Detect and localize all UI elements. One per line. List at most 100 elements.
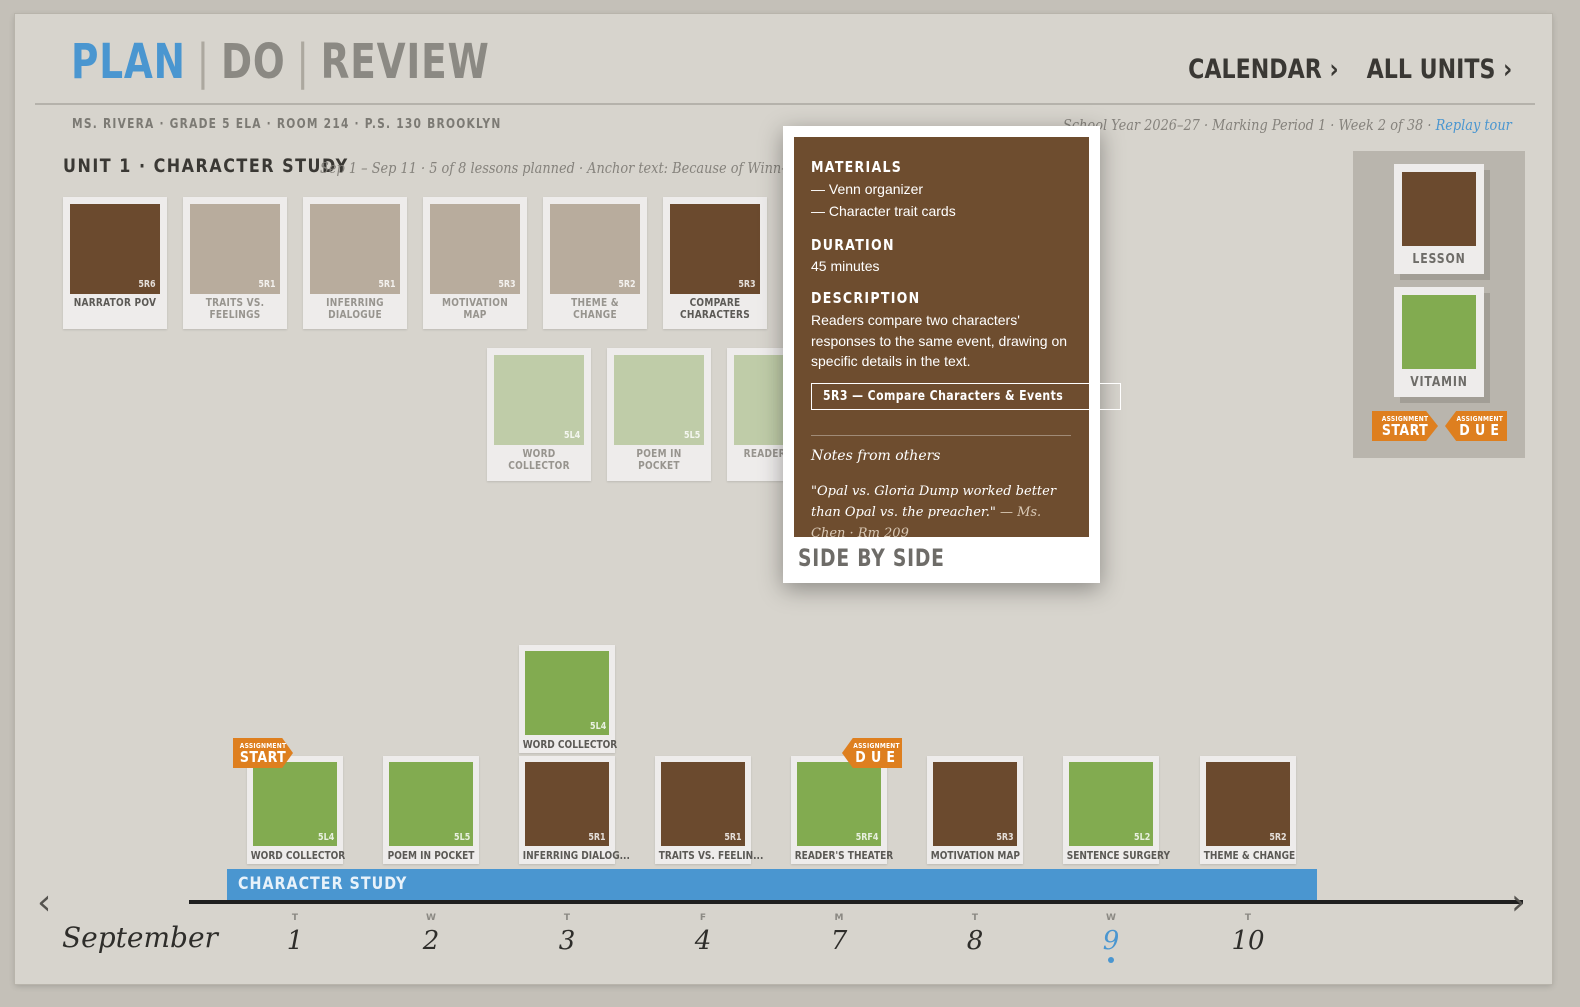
day-of-week: T (563, 913, 571, 923)
lesson-swatch: 5R2 (1206, 762, 1290, 846)
vitamin-swatch: 5L5 (389, 762, 473, 846)
replay-tour-link[interactable]: Replay tour (1435, 116, 1512, 134)
nav-separator: | (196, 34, 211, 90)
tag-text: D U E (1459, 421, 1500, 439)
description-heading: DESCRIPTION (811, 289, 921, 307)
lesson-swatch: 5R3 (430, 204, 520, 294)
card-label: WORD COLLECTOR (250, 849, 346, 862)
standard-code: 5L2 (1133, 832, 1150, 843)
assignment-due-tag[interactable]: ASSIGNMENT D U E (842, 738, 902, 768)
popover-body: MATERIALS — Venn organizer — Character t… (794, 137, 1121, 541)
all-units-link[interactable]: ALL UNITS › (1366, 54, 1512, 85)
day-of-week: M (834, 913, 844, 923)
lesson-swatch: 5R1 (525, 762, 609, 846)
day-of-week: T (971, 913, 979, 923)
shelf-lesson-card[interactable]: 5R1 TRAITS VS. FEELINGS (183, 197, 287, 329)
shelf-lesson-card[interactable]: 5R1 INFERRING DIALOGUE (303, 197, 407, 329)
card-label: THEME & CHANGE (571, 296, 619, 321)
legend-start-tag[interactable]: ASSIGNMENT START (1372, 411, 1438, 441)
card-label: WORD COLLECTOR (522, 738, 618, 751)
legend-due-tag[interactable]: ASSIGNMENT D U E (1445, 411, 1507, 441)
header-divider (35, 103, 1535, 105)
day-number[interactable]: 7 (830, 926, 848, 956)
vitamin-swatch: 5L4 (253, 762, 337, 846)
shelf-vitamin-card[interactable]: 5L5 POEM IN POCKET (607, 348, 711, 481)
card-label: MOTIVATION MAP (930, 849, 1020, 862)
standard-code: 5L5 (683, 430, 700, 441)
prev-week-arrow-icon[interactable]: ‹ (37, 882, 52, 923)
shelf-lesson-card[interactable]: 5R3 MOTIVATION MAP (423, 197, 527, 329)
shelf-lesson-card[interactable]: 5R2 THEME & CHANGE (543, 197, 647, 329)
nav-do-tab[interactable]: DO (220, 34, 286, 90)
lesson-swatch: 5R3 (933, 762, 1017, 846)
day-of-week: F (699, 913, 707, 923)
shelf-lesson-card[interactable]: 5R6 NARRATOR POV (63, 197, 167, 329)
teacher-info: MS. RIVERA · GRADE 5 ELA · ROOM 214 · P.… (72, 117, 502, 132)
vitamin-swatch: 5L5 (614, 355, 704, 445)
timeline-card[interactable]: 5L4 WORD COLLECTOR (519, 645, 618, 753)
tag-caption: ASSIGNMENT (853, 742, 900, 750)
timeline-card[interactable]: 5L4 WORD COLLECTOR (247, 756, 346, 864)
timeline-axis (189, 900, 1523, 904)
tag-text: D U E (855, 748, 896, 766)
standard-code: 5RF4 (855, 832, 878, 843)
day-number[interactable]: 3 (558, 926, 576, 956)
standard-code: 5R3 (738, 279, 756, 290)
lesson-swatch: 5R1 (190, 204, 280, 294)
lesson-swatch: 5R3 (670, 204, 760, 294)
vitamin-swatch: 5RF4 (797, 762, 881, 846)
day-number[interactable]: 4 (694, 926, 712, 956)
standard-chip-label: 5R3 — Compare Characters & Events (823, 389, 1064, 404)
lesson-swatch: 5R6 (70, 204, 160, 294)
unit-timeline-bar[interactable]: CHARACTER STUDY (227, 869, 1317, 900)
shelf-lesson-card-selected[interactable]: 5R3 COMPARE CHARACTERS (663, 197, 767, 329)
standard-code: 5R2 (618, 279, 636, 290)
standard-chip[interactable]: 5R3 — Compare Characters & Events (811, 383, 1121, 410)
timeline-card[interactable]: 5RF4 READER'S THEATER (791, 756, 893, 864)
day-number[interactable]: 8 (966, 926, 984, 956)
standard-code: 5L4 (317, 832, 334, 843)
card-label: THEME & CHANGE (1203, 849, 1296, 862)
timeline-card[interactable]: 5R1 TRAITS VS. FEELIN... (655, 756, 763, 864)
standard-code: 5R1 (378, 279, 396, 290)
legend-lesson-card[interactable]: LESSON (1394, 164, 1484, 274)
app-frame: PLAN | DO | REVIEW CALENDAR › ALL UNITS › MS.… (15, 14, 1552, 984)
materials-heading: MATERIALS (811, 158, 903, 176)
timeline-card[interactable]: 5L5 POEM IN POCKET (383, 756, 479, 864)
day-number[interactable]: 2 (422, 926, 440, 956)
day-number-today[interactable]: 9 (1102, 926, 1120, 956)
material-item: — Character trait cards (811, 203, 956, 219)
nav-plan-tab[interactable]: PLAN (71, 34, 186, 90)
vitamin-swatch: 5L4 (494, 355, 584, 445)
description-text: Readers compare two characters' response… (811, 312, 1068, 369)
standard-code: 5R2 (1269, 832, 1287, 843)
card-label: POEM IN POCKET (636, 447, 682, 472)
nav-review-tab[interactable]: REVIEW (320, 34, 490, 90)
shelf-vitamin-card[interactable]: 5L4 WORD COLLECTOR (487, 348, 591, 481)
next-week-arrow-icon[interactable]: › (1511, 882, 1526, 923)
vitamin-swatch (1402, 295, 1476, 369)
legend-vitamin-card[interactable]: VITAMIN (1394, 287, 1484, 397)
vitamin-swatch: 5L2 (1069, 762, 1153, 846)
tag-caption: ASSIGNMENT (1381, 415, 1429, 423)
tag-caption: ASSIGNMENT (1456, 415, 1504, 423)
nav-separator: | (296, 34, 310, 90)
lesson-detail-popover: MATERIALS — Venn organizer — Character t… (783, 126, 1121, 583)
timeline-card[interactable]: 5L2 SENTENCE SURGERY (1063, 756, 1170, 864)
day-number[interactable]: 1 (286, 926, 304, 956)
note-author: — Ms. Chen · Rm 209 (811, 505, 1042, 541)
calendar-link[interactable]: CALENDAR › (1187, 54, 1339, 85)
popover-lesson-title: SIDE BY SIDE (798, 544, 945, 572)
timeline-card[interactable]: 5R3 MOTIVATION MAP (927, 756, 1023, 864)
standard-code: 5R1 (588, 832, 606, 843)
timeline-card[interactable]: 5R1 INFERRING DIALOG... (519, 756, 630, 864)
day-of-week: T (1244, 913, 1252, 923)
timeline-card[interactable]: 5R2 THEME & CHANGE (1200, 756, 1296, 864)
mode-nav: PLAN | DO | REVIEW (71, 34, 490, 90)
card-label: INFERRING DIALOGUE (326, 296, 384, 321)
duration-heading: DURATION (811, 236, 895, 254)
assignment-start-tag[interactable]: ASSIGNMENT START (233, 738, 293, 768)
lesson-swatch (1402, 172, 1476, 246)
day-number[interactable]: 10 (1231, 926, 1265, 956)
standard-code: 5L5 (453, 832, 470, 843)
